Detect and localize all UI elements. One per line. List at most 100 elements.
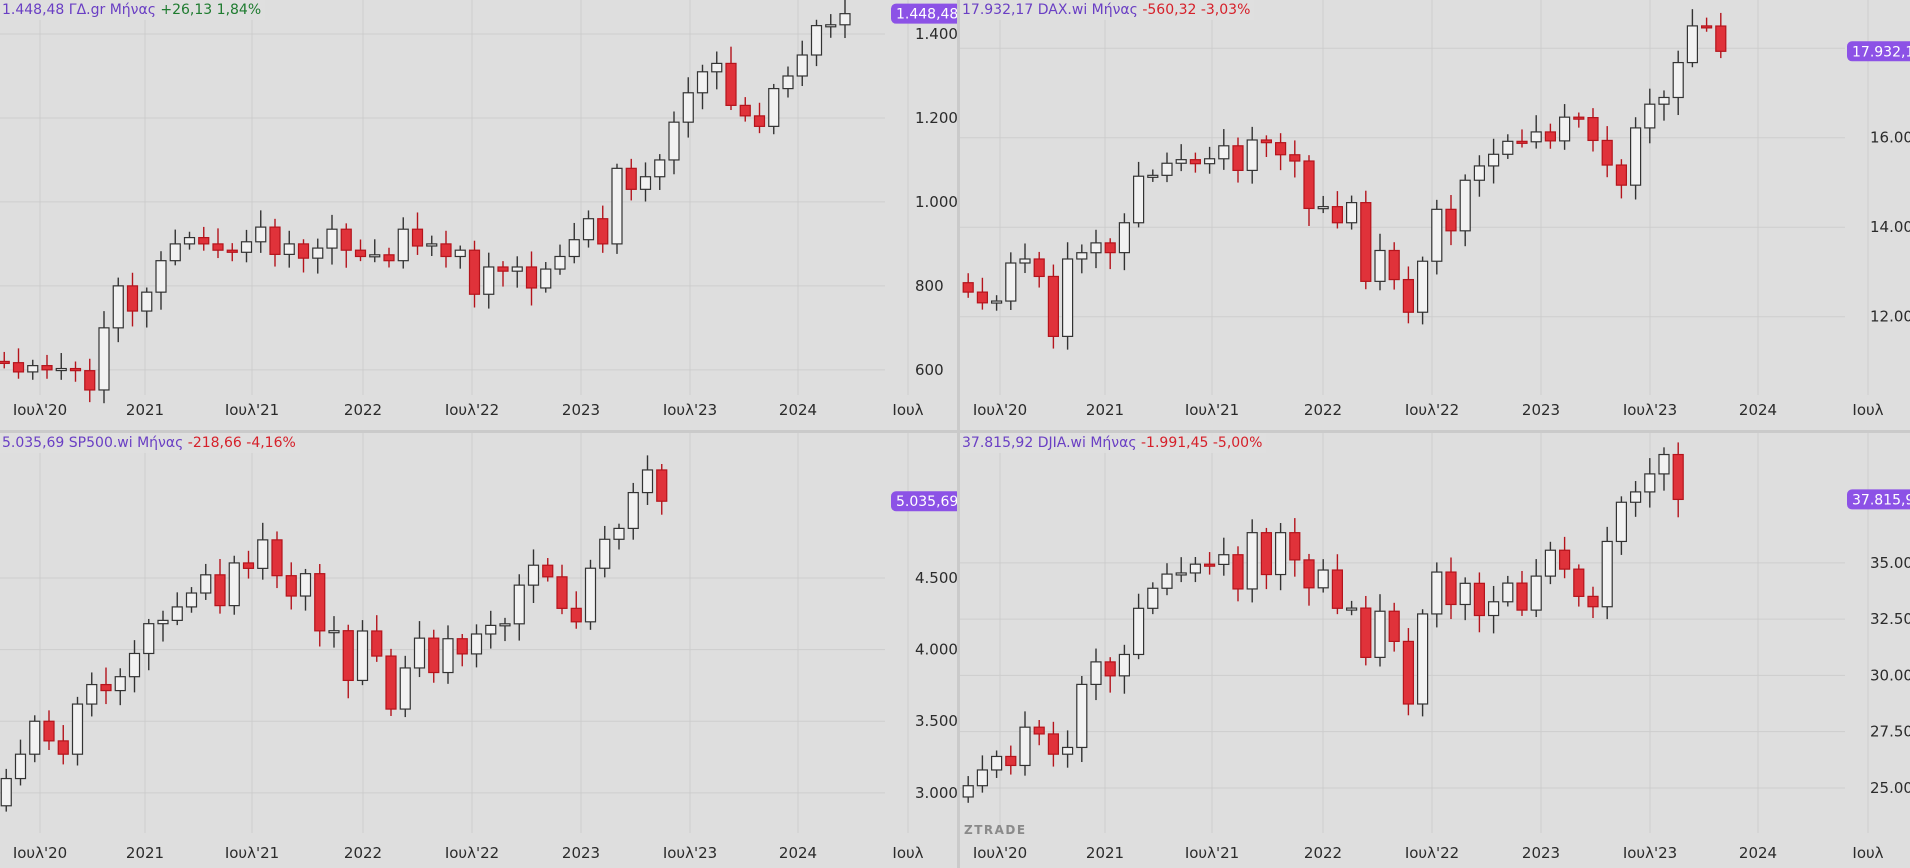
candle-body: [1161, 573, 1173, 589]
candle-body: [328, 630, 340, 634]
candle-body: [442, 638, 454, 674]
candle-body: [141, 291, 153, 312]
candle-body: [240, 241, 253, 253]
candle-body: [411, 228, 424, 247]
candle-body: [1218, 145, 1230, 160]
candle-body: [976, 769, 988, 787]
candle-body: [1417, 613, 1429, 705]
horizontal-divider[interactable]: [0, 430, 1910, 433]
candle-body: [198, 236, 210, 245]
candle-body: [1133, 175, 1145, 224]
x-tick-label: Ιουλ: [892, 401, 923, 419]
candle-body: [112, 285, 124, 329]
candle-body: [1218, 554, 1230, 566]
header-change: -1.991,45: [1141, 435, 1209, 451]
candle-body: [255, 226, 267, 243]
chart-panel-djia[interactable]: 25.000 27.500 30.000 32.500 35.000 Ιουλ'20 202…: [960, 433, 1910, 868]
candle-body: [796, 54, 808, 77]
candle-body: [342, 630, 354, 682]
x-tick-label: 2024: [1739, 401, 1777, 419]
candle-body: [1644, 103, 1656, 129]
candle-body: [1161, 162, 1173, 176]
candle-body: [976, 291, 988, 304]
y-tick-label: 800: [915, 277, 944, 295]
candle-body: [470, 633, 483, 655]
x-tick-label: Ιουλ'20: [973, 844, 1027, 862]
candle-body: [825, 24, 837, 28]
candle-body: [312, 247, 324, 259]
candle-body: [1346, 607, 1358, 611]
candle-body: [483, 266, 495, 295]
x-tick-label: Ιουλ'20: [13, 401, 67, 419]
candle-body: [1388, 610, 1400, 643]
candle-body: [1076, 683, 1088, 749]
candle-body: [242, 562, 255, 569]
candle-body: [1317, 569, 1329, 589]
candle-body: [1516, 140, 1528, 144]
candle-body: [297, 243, 310, 259]
candle-body: [1629, 127, 1642, 186]
candle-body: [511, 266, 523, 272]
candle-body: [71, 703, 84, 755]
y-tick-label: 4.500: [915, 569, 957, 587]
candle-body: [1289, 154, 1301, 162]
candle-body: [356, 630, 369, 682]
candle-body: [1019, 726, 1031, 767]
header-change-pct: -5,00%: [1212, 435, 1263, 451]
candle-body: [1615, 501, 1628, 543]
candle-body: [711, 62, 723, 73]
candle-body: [1587, 117, 1599, 142]
candle-body: [1331, 569, 1343, 609]
candle-body: [1374, 610, 1386, 658]
x-tick-label: Ιουλ'21: [1185, 401, 1239, 419]
candle-body: [1431, 208, 1443, 262]
candle-body: [1601, 139, 1613, 166]
chart-svg-gd: 600 800 1.000 1.200 1.400 Ιουλ'20 2021 Ιουλ'21 2…: [0, 0, 957, 419]
x-tick-label: 2021: [126, 401, 164, 419]
chart-panel-sp500[interactable]: 3.000 3.500 4.000 4.500 Ιουλ'20 2021 Ιουλ'21 20…: [0, 433, 957, 868]
header-price: 17.932,17: [962, 2, 1034, 18]
candle-body: [1047, 733, 1060, 755]
candle-body: [599, 538, 611, 569]
candle-body: [556, 576, 568, 609]
vertical-divider[interactable]: [957, 0, 960, 868]
candle-body: [1189, 159, 1201, 165]
chart-panel-dax[interactable]: 12.00014.00016.00018.000Ιουλ'202021Ιουλ'…: [960, 0, 1910, 430]
candle-body: [1005, 755, 1017, 767]
candle-body: [326, 228, 338, 249]
candle-body: [525, 266, 538, 289]
candle-body: [962, 282, 974, 293]
x-tick-label: Ιουλ'20: [13, 844, 67, 862]
candle-body: [1558, 549, 1571, 570]
chart-panel-gd[interactable]: 600 800 1.000 1.200 1.400 Ιουλ'20 2021 Ιουλ'21 2…: [0, 0, 957, 430]
candle-body: [1715, 25, 1727, 52]
candle-body: [43, 720, 55, 742]
candle-body: [126, 285, 139, 312]
y-tick-label: 30.000: [1870, 666, 1910, 684]
chart-svg-djia: 25.000 27.500 30.000 32.500 35.000 Ιουλ'20 202…: [960, 433, 1910, 862]
candle-body: [299, 573, 312, 597]
x-tick-label: Ιουλ'21: [1185, 844, 1239, 862]
candle-body: [540, 268, 552, 289]
chart-svg-dax: 12.00014.00016.00018.000Ιουλ'202021Ιουλ'…: [960, 0, 1910, 419]
candle-body: [100, 683, 112, 692]
header-change-pct: 1,84%: [216, 2, 262, 18]
candle-body: [183, 236, 196, 245]
candle-body: [654, 159, 666, 178]
candle-body: [1005, 262, 1017, 302]
candle-body: [55, 367, 67, 372]
candle-body: [1587, 595, 1599, 608]
candle-body: [1558, 116, 1571, 142]
candle-body: [1204, 563, 1216, 567]
y-tick-label: 1.400: [915, 25, 957, 43]
candle-body: [1445, 208, 1457, 232]
candle-body: [1260, 139, 1272, 144]
x-tick-label: Ιουλ'20: [973, 401, 1027, 419]
x-tick-label: Ιουλ'22: [1405, 401, 1459, 419]
y-tick-label: 35.000: [1870, 554, 1910, 572]
candle-body: [1275, 532, 1287, 576]
candle-body: [499, 623, 511, 627]
chart-header: 5.035,69 SP500.wi Μήνας -218,66 -4,16%: [0, 433, 300, 453]
candle-body: [613, 527, 625, 540]
